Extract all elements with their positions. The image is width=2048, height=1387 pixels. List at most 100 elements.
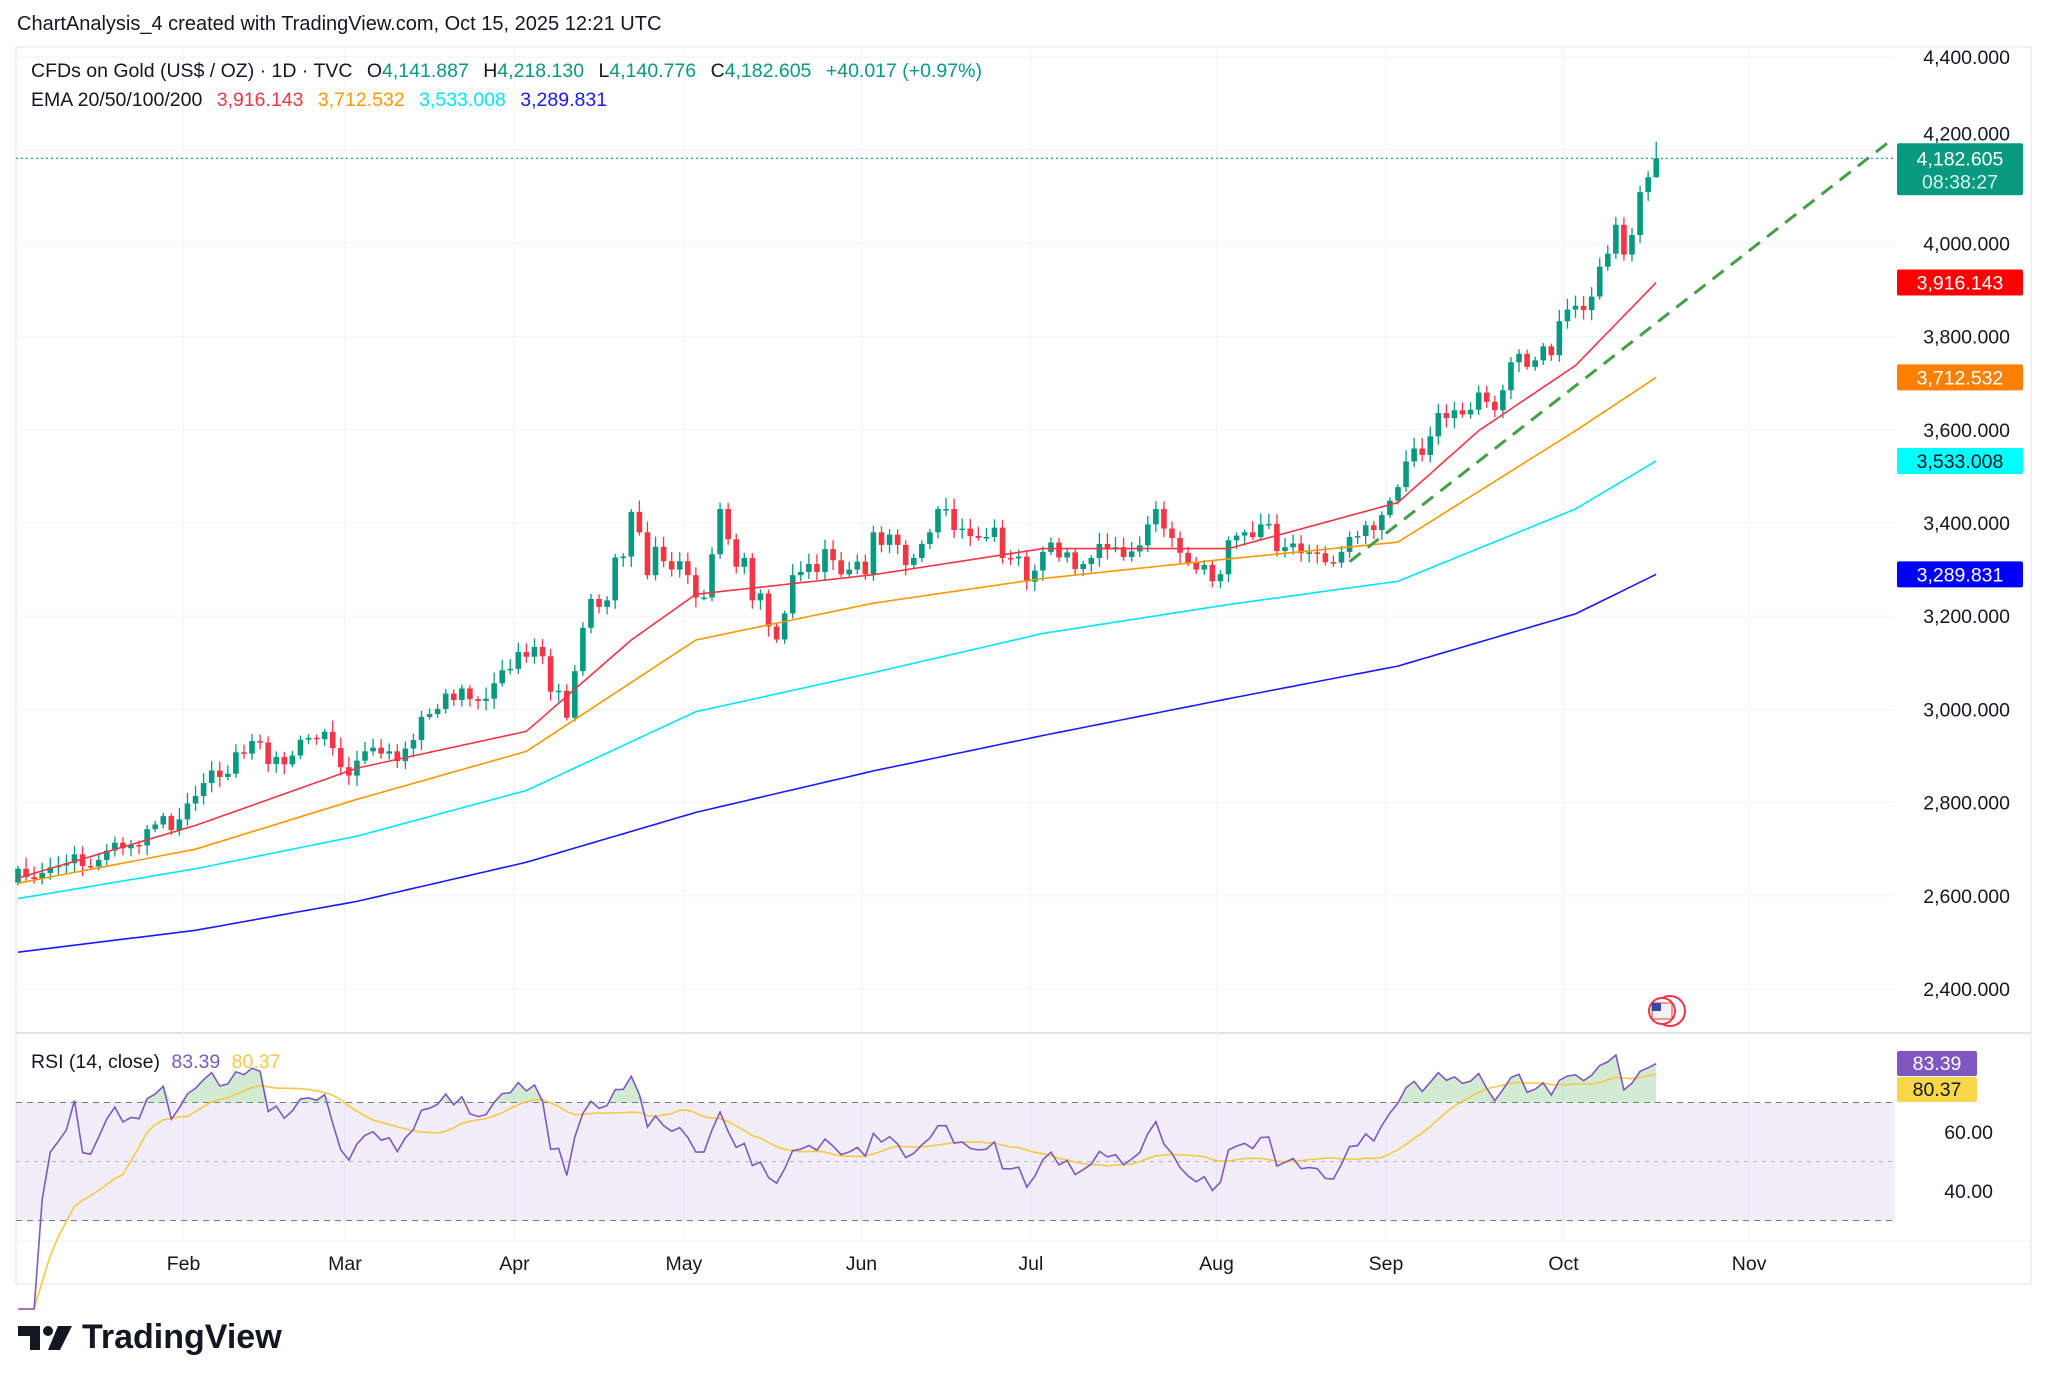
ema50-tag-text: 3,712.532 (1917, 367, 2004, 389)
candle-body (386, 751, 393, 754)
candle-body (1370, 525, 1377, 530)
candle-body (313, 737, 320, 740)
candle-body (846, 569, 853, 575)
ema100-tag (1897, 448, 2023, 475)
candle (983, 528, 990, 542)
candle (499, 660, 505, 687)
candle (1298, 535, 1304, 562)
price-axis-label: 3,000.000 (1923, 699, 2010, 721)
candle-body (644, 532, 651, 576)
candle-body (789, 575, 796, 614)
candle-body (1467, 409, 1474, 415)
candle-body (797, 571, 804, 576)
candle-body (580, 627, 586, 672)
candle-body (128, 845, 134, 849)
candle-body (1508, 362, 1514, 391)
candle (693, 567, 699, 608)
candle (1492, 395, 1498, 418)
tradingview-logo-icon (18, 1325, 72, 1350)
candle (507, 659, 514, 675)
candle-body (192, 796, 199, 804)
candle-body (1314, 552, 1321, 554)
candle-body (1193, 562, 1200, 570)
candle (523, 643, 530, 663)
candle-body (71, 854, 78, 864)
candle (1580, 296, 1587, 320)
price-axis-label: 2,800.000 (1923, 793, 2010, 815)
candle-body (919, 543, 925, 558)
candle (39, 862, 46, 885)
candle-body (1145, 524, 1151, 546)
candle-body (15, 868, 21, 883)
candle (1524, 349, 1530, 370)
candle-body (394, 751, 401, 762)
candle-body (1104, 543, 1111, 550)
symbol-name[interactable]: CFDs on Gold (US$ / OZ) · 1D · TVC (31, 60, 353, 82)
candle-body (668, 561, 675, 570)
candle-body (757, 593, 764, 601)
ema50-line (17, 376, 1657, 884)
candle-body (709, 554, 715, 598)
candle (71, 845, 78, 873)
candle (1217, 570, 1224, 589)
time-axis-label-jul: Jul (1018, 1253, 1043, 1275)
symbol-legend: CFDs on Gold (US$ / OZ) · 1D · TVC O4,14… (31, 60, 991, 83)
ema100-value: 3,533.008 (419, 89, 506, 111)
candle (1387, 497, 1393, 518)
rsi-legend: RSI (14, close) 83.39 80.37 (31, 1051, 280, 1074)
rsi-value: 83.39 (171, 1051, 221, 1073)
candle-body (749, 557, 756, 601)
candle (668, 551, 675, 577)
candle-body (39, 872, 46, 880)
candle (1459, 402, 1466, 418)
candle (459, 684, 465, 707)
trendline (1348, 139, 1892, 563)
candle-body (1080, 564, 1087, 570)
candle-body (79, 854, 86, 866)
candle (128, 839, 134, 857)
candle (604, 596, 610, 615)
ema-label[interactable]: EMA 20/50/100/200 (31, 89, 203, 111)
candle (1241, 529, 1248, 546)
candle-body (281, 756, 288, 765)
candle (160, 812, 167, 829)
candle (733, 533, 740, 574)
candle-body (951, 509, 957, 530)
candle-body (572, 671, 578, 718)
close-value: 4,182.605 (724, 60, 812, 82)
candle (1613, 216, 1619, 259)
candle-body (1225, 540, 1232, 575)
candle-body (160, 816, 167, 825)
candle-body (120, 842, 126, 849)
rsi-label[interactable]: RSI (14, close) (31, 1051, 160, 1073)
candle (200, 773, 207, 805)
candle-body (1007, 557, 1014, 560)
candle-body (289, 755, 296, 765)
candle (1403, 450, 1409, 492)
tradingview-logo[interactable]: TradingView (18, 1318, 282, 1357)
candle-body (483, 698, 489, 702)
candle-body (1540, 346, 1547, 361)
candle (773, 623, 780, 643)
candle (1653, 141, 1660, 178)
candle (563, 684, 570, 721)
candle (265, 736, 271, 772)
candle (781, 610, 788, 644)
rsi-tag (1897, 1050, 1977, 1076)
candle-body (588, 598, 594, 628)
candle (1500, 384, 1506, 419)
candle-body (1161, 509, 1167, 529)
candle-body (1564, 309, 1571, 322)
candle-body (1596, 266, 1603, 297)
candle (450, 689, 457, 706)
candle-body (87, 865, 94, 868)
candle-body (862, 561, 869, 575)
candle-body (773, 626, 780, 640)
candle (1419, 438, 1425, 462)
candle (1161, 501, 1167, 537)
candle (1282, 537, 1288, 558)
candle-body (999, 527, 1006, 558)
candle-body (1072, 552, 1078, 570)
ema20-value: 3,916.143 (216, 89, 304, 111)
